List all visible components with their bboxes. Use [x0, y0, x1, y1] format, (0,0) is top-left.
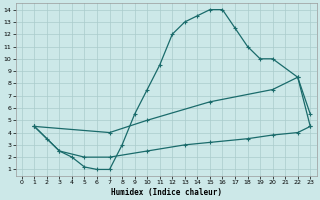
X-axis label: Humidex (Indice chaleur): Humidex (Indice chaleur) — [110, 188, 221, 197]
